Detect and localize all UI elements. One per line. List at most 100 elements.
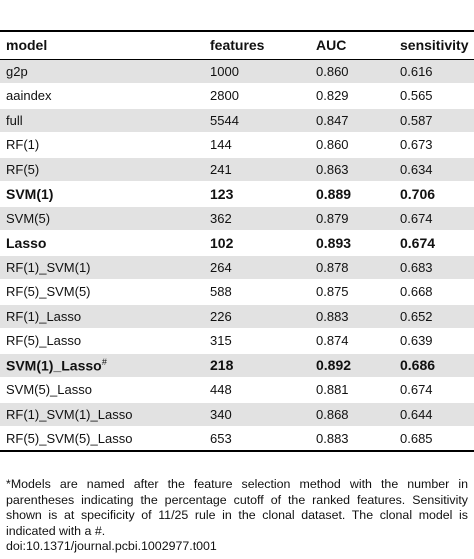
- features-cell-text: 653: [210, 431, 232, 446]
- auc-cell-text: 0.879: [316, 210, 349, 226]
- sensitivity-cell-text: 0.652: [400, 308, 433, 324]
- table-row: RF(1)_SVM(1) 264 0.878 0.683: [0, 255, 474, 280]
- auc-cell-text: 0.878: [316, 259, 349, 275]
- features-cell-text: 241: [210, 161, 232, 177]
- auc-cell: 0.893: [310, 230, 394, 256]
- sensitivity-cell-text: 0.673: [400, 137, 433, 153]
- features-cell-text: 315: [210, 333, 232, 349]
- auc-cell-text: 0.892: [316, 357, 352, 374]
- auc-cell: 0.883: [310, 304, 394, 329]
- features-cell: 1000: [204, 59, 310, 84]
- auc-cell-text: 0.863: [316, 161, 349, 177]
- model-cell: SVM(1)_Lasso#: [0, 353, 204, 378]
- results-table: model features AUC sensitivity g2p 1000 0.…: [0, 32, 474, 452]
- header-row: model features AUC sensitivity: [0, 32, 474, 60]
- features-cell: 264: [204, 255, 310, 280]
- model-cell-text: full: [6, 112, 23, 128]
- sensitivity-cell: 0.674: [394, 377, 474, 403]
- table-row: RF(5)_SVM(5)_Lasso 653 0.883 0.685: [0, 426, 474, 452]
- sensitivity-cell-text: 0.674: [400, 210, 433, 226]
- features-cell: 315: [204, 328, 310, 354]
- auc-cell: 0.868: [310, 402, 394, 427]
- model-cell: SVM(5)_Lasso: [0, 377, 204, 403]
- features-cell-text: 218: [210, 357, 234, 374]
- table-row: SVM(1)_Lasso# 218 0.892 0.686: [0, 353, 474, 378]
- features-cell-text: 102: [210, 234, 234, 251]
- sensitivity-cell: 0.674: [394, 206, 474, 231]
- auc-cell: 0.847: [310, 108, 394, 133]
- header-model: model: [0, 32, 204, 60]
- model-cell: RF(1)_Lasso: [0, 304, 204, 329]
- auc-cell-text: 0.881: [316, 382, 349, 398]
- table-row: RF(1) 144 0.860 0.673: [0, 132, 474, 158]
- features-cell: 340: [204, 402, 310, 427]
- model-cell-text: RF(1): [6, 137, 40, 153]
- model-cell-text: aaindex: [6, 88, 52, 104]
- auc-cell-text: 0.875: [316, 284, 349, 300]
- auc-cell: 0.860: [310, 59, 394, 84]
- model-cell: RF(1)_SVM(1): [0, 255, 204, 280]
- features-cell: 448: [204, 377, 310, 403]
- sensitivity-cell-text: 0.639: [400, 333, 433, 349]
- features-cell-text: 144: [210, 137, 232, 153]
- table-row: SVM(5) 362 0.879 0.674: [0, 206, 474, 231]
- model-cell-text: RF(5)_SVM(5)_Lasso: [6, 431, 133, 446]
- table-row: RF(5)_Lasso 315 0.874 0.639: [0, 328, 474, 354]
- auc-cell-text: 0.874: [316, 333, 349, 349]
- table-row: SVM(1) 123 0.889 0.706: [0, 181, 474, 207]
- auc-cell: 0.879: [310, 206, 394, 231]
- auc-cell: 0.889: [310, 181, 394, 207]
- features-cell: 144: [204, 132, 310, 158]
- model-cell: RF(5): [0, 157, 204, 182]
- auc-cell: 0.863: [310, 157, 394, 182]
- features-cell-text: 588: [210, 284, 232, 300]
- sensitivity-cell-text: 0.685: [400, 431, 433, 446]
- sensitivity-cell-text: 0.587: [400, 112, 433, 128]
- model-cell: full: [0, 108, 204, 133]
- model-cell-text: SVM(1)_Lasso: [6, 357, 102, 374]
- features-cell-text: 340: [210, 406, 232, 422]
- model-cell-text: RF(1)_SVM(1)_Lasso: [6, 406, 133, 422]
- sensitivity-cell-text: 0.683: [400, 259, 433, 275]
- auc-cell-text: 0.883: [316, 308, 349, 324]
- model-cell: RF(1): [0, 132, 204, 158]
- top-rule: [0, 30, 474, 32]
- auc-cell-text: 0.889: [316, 185, 352, 202]
- sensitivity-cell: 0.674: [394, 230, 474, 256]
- auc-cell-text: 0.829: [316, 88, 349, 104]
- features-cell-text: 2800: [210, 88, 239, 104]
- model-cell-text: RF(5)_SVM(5): [6, 284, 91, 300]
- auc-cell-text: 0.883: [316, 431, 349, 446]
- sensitivity-cell: 0.706: [394, 181, 474, 207]
- auc-cell-text: 0.868: [316, 406, 349, 422]
- header-sensitivity: sensitivity: [394, 32, 474, 60]
- features-cell-text: 123: [210, 185, 234, 202]
- model-cell-text: SVM(1): [6, 185, 54, 202]
- model-cell: RF(1)_SVM(1)_Lasso: [0, 402, 204, 427]
- sensitivity-cell: 0.565: [394, 83, 474, 109]
- table-row: RF(5)_SVM(5) 588 0.875 0.668: [0, 279, 474, 305]
- model-cell-text: SVM(5)_Lasso: [6, 382, 92, 398]
- sensitivity-cell-text: 0.644: [400, 406, 433, 422]
- doi-text: doi:10.1371/journal.pcbi.1002977.t001: [6, 539, 217, 553]
- features-cell: 241: [204, 157, 310, 182]
- auc-cell: 0.829: [310, 83, 394, 109]
- auc-cell: 0.860: [310, 132, 394, 158]
- table-row: aaindex 2800 0.829 0.565: [0, 83, 474, 109]
- table-footnote: *Models are named after the feature sele…: [6, 477, 468, 538]
- auc-cell-text: 0.893: [316, 234, 352, 251]
- sensitivity-cell-text: 0.674: [400, 234, 436, 251]
- sensitivity-cell: 0.683: [394, 255, 474, 280]
- model-cell-text: RF(5)_Lasso: [6, 333, 82, 349]
- features-cell: 5544: [204, 108, 310, 133]
- sensitivity-cell: 0.634: [394, 157, 474, 182]
- table-row: RF(1)_Lasso 226 0.883 0.652: [0, 304, 474, 329]
- table-row: RF(1)_SVM(1)_Lasso 340 0.868 0.644: [0, 402, 474, 427]
- model-cell: Lasso: [0, 230, 204, 256]
- model-cell-text: SVM(5): [6, 210, 51, 226]
- model-cell-text: Lasso: [6, 234, 47, 251]
- features-cell-text: 264: [210, 259, 232, 275]
- header-features: features: [204, 32, 310, 60]
- sensitivity-cell-text: 0.674: [400, 382, 433, 398]
- table-row: g2p 1000 0.860 0.616: [0, 59, 474, 84]
